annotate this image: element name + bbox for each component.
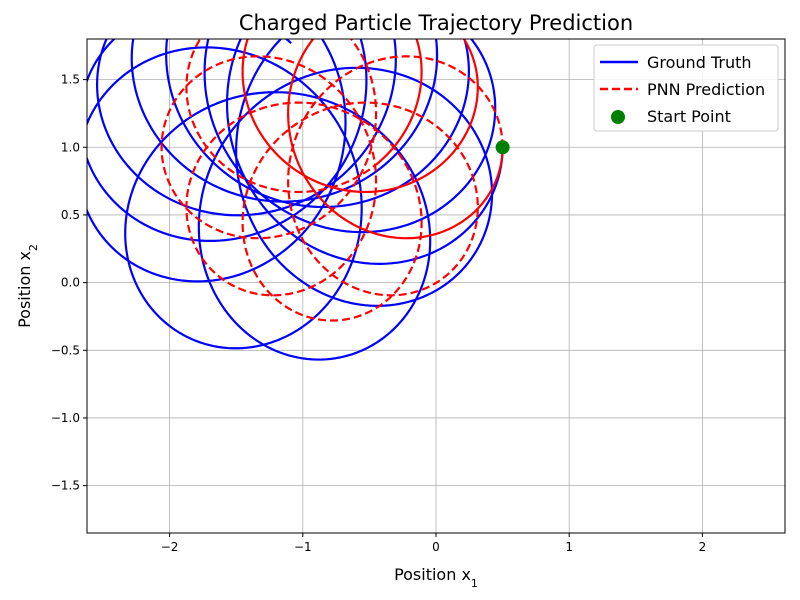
legend-marker-start-point (611, 110, 625, 124)
y-tick-label: 1.0 (61, 140, 80, 154)
x-axis-title: Position x1 (394, 565, 478, 590)
legend-label-ground-truth: Ground Truth (647, 53, 752, 72)
series-layer (87, 39, 510, 361)
x-tick-label: −2 (161, 540, 179, 554)
legend: Ground Truth PNN Prediction Start Point (593, 44, 779, 132)
x-tick-label: −1 (294, 540, 312, 554)
axis-ticks: −2 −1 0 1 2 −1.5 −1.0 −0.5 0.0 0.5 1.0 1.5 (51, 73, 706, 554)
grid-lines (87, 39, 785, 533)
legend-label-start-point: Start Point (647, 107, 731, 126)
x-tick-label: 1 (565, 540, 573, 554)
x-tick-label: 2 (699, 540, 707, 554)
series-line-ground-truth (87, 39, 504, 361)
y-tick-label: 1.5 (61, 73, 80, 87)
y-tick-label: 0.0 (61, 276, 80, 290)
series-line-pnn-prediction (160, 39, 504, 322)
y-tick-label: −0.5 (51, 343, 80, 357)
x-tick-label: 0 (432, 540, 440, 554)
y-tick-label: 0.5 (61, 208, 80, 222)
y-tick-label: −1.5 (51, 479, 80, 493)
start-point-marker (495, 140, 510, 155)
y-axis-title: Position x2 (15, 244, 40, 328)
legend-label-pnn-prediction: PNN Prediction (647, 80, 765, 99)
y-tick-label: −1.0 (51, 411, 80, 425)
chart-title: Charged Particle Trajectory Prediction (239, 11, 633, 35)
legend-box (593, 44, 779, 132)
